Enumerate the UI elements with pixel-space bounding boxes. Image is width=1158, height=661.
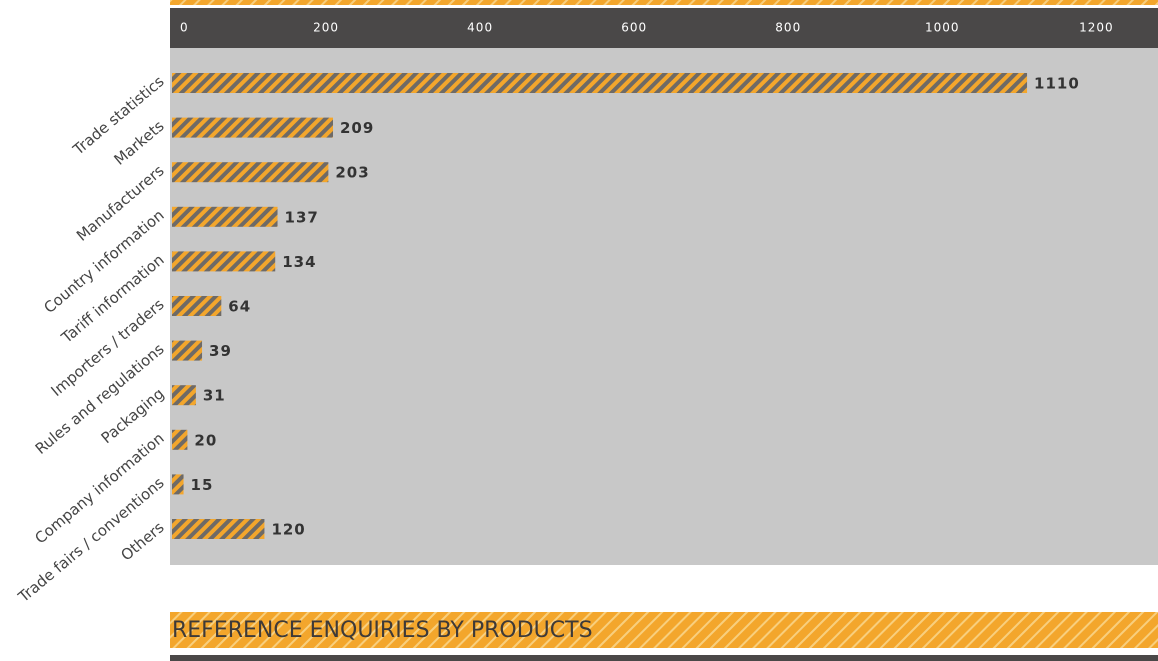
top-strip xyxy=(170,0,1158,5)
bar xyxy=(172,73,1028,93)
value-label: 64 xyxy=(228,298,251,316)
bar xyxy=(172,117,333,138)
value-label: 1110 xyxy=(1034,75,1080,93)
value-label: 120 xyxy=(271,521,305,539)
bar xyxy=(172,340,203,361)
bar xyxy=(172,206,278,227)
x-tick-label: 200 xyxy=(313,21,339,35)
category-label: Manufacturers xyxy=(73,161,168,245)
x-tick-label: 600 xyxy=(621,21,647,35)
section-band xyxy=(170,612,1158,648)
x-tick-label: 800 xyxy=(775,21,801,35)
value-label: 209 xyxy=(340,119,374,137)
category-label: Trade statistics xyxy=(69,72,168,159)
bar xyxy=(172,519,265,539)
x-tick-label: 1000 xyxy=(925,21,960,35)
value-label: 203 xyxy=(335,164,369,182)
value-label: 39 xyxy=(209,342,232,360)
bar xyxy=(172,385,196,406)
bar xyxy=(172,474,184,495)
axis-header xyxy=(170,8,1158,48)
value-label: 31 xyxy=(203,387,226,405)
x-tick-label: 0 xyxy=(180,21,189,35)
bar xyxy=(172,429,188,450)
value-label: 134 xyxy=(282,253,316,271)
section-rule xyxy=(170,655,1158,661)
value-label: 15 xyxy=(191,476,214,494)
category-label: Others xyxy=(117,518,167,564)
bar xyxy=(172,162,329,183)
bar xyxy=(172,251,276,272)
plot-area xyxy=(170,48,1158,565)
value-label: 137 xyxy=(285,208,319,226)
section-title: REFERENCE ENQUIRIES BY PRODUCTS xyxy=(172,618,593,643)
x-tick-label: 400 xyxy=(467,21,493,35)
bar xyxy=(172,296,222,316)
value-label: 20 xyxy=(194,431,217,449)
x-tick-label: 1200 xyxy=(1079,21,1114,35)
